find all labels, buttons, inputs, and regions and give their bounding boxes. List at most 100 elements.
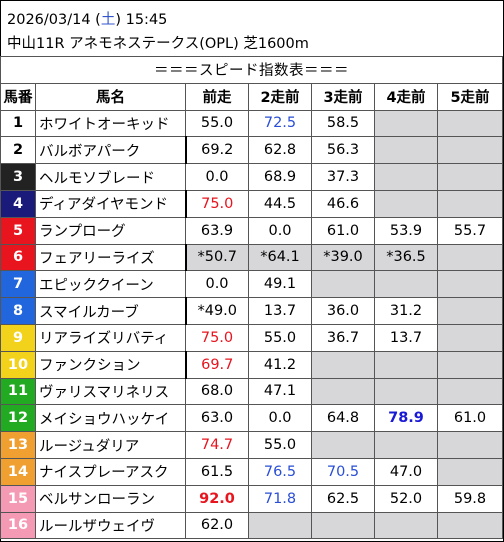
col-header-name: 馬名: [35, 82, 186, 111]
speed-index-cell: 13.7: [248, 297, 312, 325]
speed-index-cell: 0.0: [185, 163, 249, 191]
speed-index-cell: 44.5: [248, 189, 312, 218]
speed-index-cell: 55.0: [248, 431, 312, 459]
speed-index-cell: 71.8: [248, 484, 312, 513]
speed-index-cell: 36.0: [311, 297, 375, 325]
speed-index-cell: [437, 270, 503, 299]
speed-index-cell: [437, 243, 503, 272]
table-row: 3 ヘルモソブレード 0.0 68.9 37.3: [0, 163, 503, 191]
speed-index-table: ＝＝＝スピード指数表＝＝＝ 馬番 馬名 前走 2走前 3走前 4走前 5走前 1…: [0, 56, 503, 540]
horse-name-cell: ヘルモソブレード: [35, 163, 186, 191]
horse-name-cell: ルールザウェイヴ: [35, 511, 186, 540]
speed-index-cell: [374, 431, 438, 459]
speed-index-cell: [374, 109, 438, 138]
speed-index-cell: 69.2: [184, 136, 249, 165]
horse-number-cell: 7: [0, 270, 36, 299]
speed-index-cell: [437, 457, 503, 486]
speed-index-cell: 63.0: [185, 404, 249, 433]
speed-index-cell: 72.5: [248, 109, 312, 138]
horse-number-cell: 6: [0, 243, 36, 272]
speed-index-cell: 70.5: [311, 457, 375, 486]
speed-index-cell: 13.7: [374, 323, 438, 352]
speed-index-cell: [437, 511, 503, 540]
col-header-number: 馬番: [0, 82, 36, 111]
table-row: 16 ルールザウェイヴ 62.0: [0, 511, 503, 540]
table-header-row: 馬番 馬名 前走 2走前 3走前 4走前 5走前: [0, 82, 503, 111]
speed-index-cell: 36.7: [311, 323, 375, 352]
table-row: 6 フェアリーライズ *50.7 *64.1 *39.0 *36.5: [0, 243, 503, 272]
speed-index-cell: 56.3: [311, 136, 375, 165]
table-row: 13 ルージュダリア 74.7 55.0: [0, 431, 503, 459]
speed-index-cell: [374, 270, 438, 299]
speed-index-cell: 61.5: [185, 457, 249, 486]
table-row: 4 ディアダイヤモンド 75.0 44.5 46.6: [0, 189, 503, 218]
speed-index-cell: [437, 109, 503, 138]
horse-number-cell: 3: [0, 163, 36, 191]
speed-index-cell: [437, 189, 503, 218]
horse-number-cell: 5: [0, 216, 36, 245]
speed-index-cell: [437, 431, 503, 459]
day-of-week: 土: [100, 12, 116, 28]
speed-index-cell: 75.0: [185, 323, 249, 352]
horse-number-cell: 2: [0, 136, 36, 165]
horse-number-cell: 8: [0, 297, 36, 325]
speed-index-cell: 62.0: [185, 511, 249, 540]
table-row: 7 エピッククイーン 0.0 49.1: [0, 270, 503, 299]
horse-name-cell: フェアリーライズ: [35, 243, 186, 272]
horse-number-cell: 4: [0, 189, 36, 218]
horse-name-cell: バルボアパーク: [35, 136, 186, 165]
speed-index-cell: 47.0: [374, 457, 438, 486]
race-datetime: 2026/03/14 (土) 15:45: [7, 8, 167, 29]
table-row: 5 ランプローグ 63.9 0.0 61.0 53.9 55.7: [0, 216, 503, 245]
speed-index-cell: [311, 431, 375, 459]
speed-index-cell: 78.9: [374, 404, 438, 433]
table-row: 15 ベルサンローラン 92.0 71.8 62.5 52.0 59.8: [0, 484, 503, 513]
horse-number-cell: 15: [0, 484, 36, 513]
speed-index-cell: *49.0: [184, 297, 249, 325]
speed-index-cell: 74.7: [185, 431, 249, 459]
speed-index-cell: [248, 511, 312, 540]
horse-name-cell: スマイルカーブ: [35, 297, 186, 325]
speed-index-cell: *50.7: [184, 243, 249, 272]
speed-index-cell: [311, 511, 375, 540]
horse-name-cell: ファンクション: [35, 350, 186, 379]
horse-name-cell: ナイスプレーアスク: [35, 457, 186, 486]
speed-index-cell: 63.9: [185, 216, 249, 245]
speed-index-cell: [374, 136, 438, 165]
speed-index-cell: 58.5: [311, 109, 375, 138]
horse-number-cell: 14: [0, 457, 36, 486]
horse-name-cell: ルージュダリア: [35, 431, 186, 459]
speed-index-cell: [437, 323, 503, 352]
speed-index-cell: 68.0: [185, 377, 249, 406]
speed-index-cell: [374, 350, 438, 379]
table-row: 11 ヴァリスマリネリス 68.0 47.1: [0, 377, 503, 406]
speed-index-cell: *39.0: [311, 243, 375, 272]
speed-index-cell: [374, 511, 438, 540]
col-header-4th: 4走前: [374, 82, 438, 111]
speed-index-cell: 55.0: [248, 323, 312, 352]
table-row: 9 リアライズリバティ 75.0 55.0 36.7 13.7: [0, 323, 503, 352]
speed-index-cell: 55.0: [185, 109, 249, 138]
horse-name-cell: ディアダイヤモンド: [35, 189, 186, 218]
col-header-2nd: 2走前: [248, 82, 312, 111]
horse-name-cell: ホワイトオーキッド: [35, 109, 186, 138]
col-header-5th: 5走前: [437, 82, 503, 111]
table-row: 12 メイショウハッケイ 63.0 0.0 64.8 78.9 61.0: [0, 404, 503, 433]
speed-index-cell: 64.8: [311, 404, 375, 433]
speed-index-cell: [311, 377, 375, 406]
horse-name-cell: リアライズリバティ: [35, 323, 186, 352]
speed-index-cell: 49.1: [248, 270, 312, 299]
speed-index-cell: 47.1: [248, 377, 312, 406]
horse-number-cell: 16: [0, 511, 36, 540]
speed-index-cell: 0.0: [248, 404, 312, 433]
speed-index-cell: 68.9: [248, 163, 312, 191]
speed-index-cell: 55.7: [437, 216, 503, 245]
speed-index-cell: [311, 270, 375, 299]
speed-index-cell: *36.5: [374, 243, 438, 272]
time-text: ) 15:45: [115, 12, 168, 28]
speed-index-cell: 59.8: [437, 484, 503, 513]
speed-index-cell: 62.5: [311, 484, 375, 513]
table-title: ＝＝＝スピード指数表＝＝＝: [0, 56, 503, 84]
speed-index-cell: 76.5: [248, 457, 312, 486]
horse-number-cell: 12: [0, 404, 36, 433]
